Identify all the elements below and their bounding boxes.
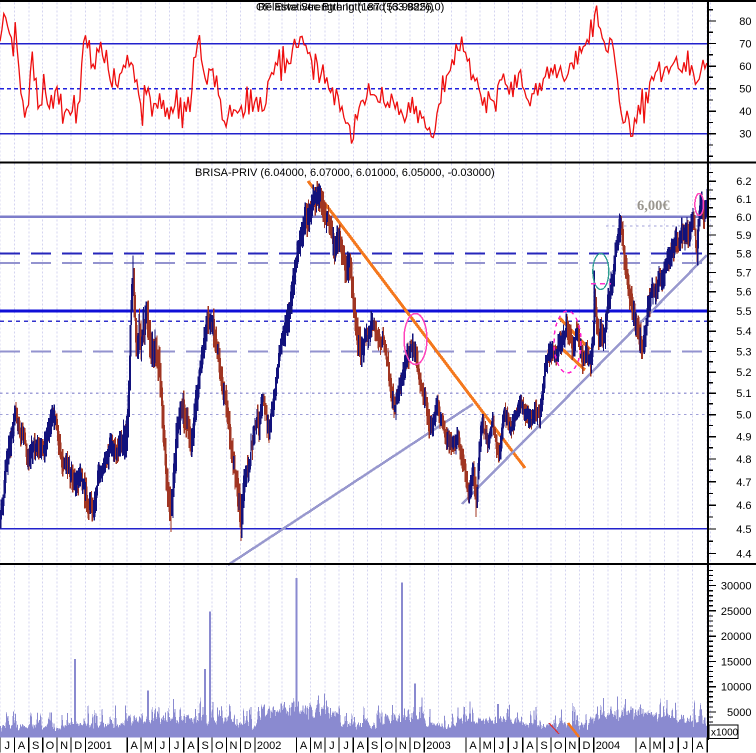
- svg-text:J: J: [4, 740, 10, 752]
- svg-text:60: 60: [739, 61, 751, 73]
- svg-text:30000: 30000: [721, 581, 752, 593]
- svg-text:30: 30: [739, 129, 751, 141]
- svg-text:5.2: 5.2: [736, 367, 751, 379]
- svg-text:5.6: 5.6: [736, 287, 751, 299]
- svg-text:5.4: 5.4: [736, 326, 751, 338]
- svg-text:4.6: 4.6: [736, 500, 751, 512]
- svg-text:S: S: [202, 740, 209, 752]
- svg-text:5.5: 5.5: [736, 306, 751, 318]
- svg-text:O: O: [46, 740, 55, 752]
- svg-text:6.0: 6.0: [736, 212, 751, 224]
- svg-text:O: O: [554, 740, 563, 752]
- svg-text:25000: 25000: [721, 606, 752, 618]
- svg-text:S: S: [32, 740, 39, 752]
- svg-text:J: J: [160, 740, 166, 752]
- svg-text:2003: 2003: [426, 740, 450, 752]
- svg-text:6.2: 6.2: [736, 176, 751, 188]
- svg-text:x1000: x1000: [711, 728, 739, 739]
- svg-text:2002: 2002: [257, 740, 281, 752]
- svg-text:O: O: [215, 740, 224, 752]
- svg-text:4.9: 4.9: [736, 432, 751, 444]
- svg-text:M: M: [653, 740, 662, 752]
- svg-text:15000: 15000: [721, 656, 752, 668]
- svg-text:A: A: [131, 740, 139, 752]
- svg-text:J: J: [174, 740, 180, 752]
- svg-text:A: A: [18, 740, 26, 752]
- svg-text:OF Estativec Btrength end (63.: OF Estativec Btrength end (63.9826,0): [256, 2, 444, 14]
- svg-text:M: M: [313, 740, 322, 752]
- svg-text:O: O: [385, 740, 394, 752]
- svg-text:20000: 20000: [721, 631, 752, 643]
- svg-text:2004: 2004: [596, 740, 620, 752]
- svg-text:80: 80: [739, 16, 751, 28]
- svg-text:M: M: [483, 740, 492, 752]
- svg-text:S: S: [540, 740, 547, 752]
- svg-text:10000: 10000: [721, 682, 752, 694]
- svg-text:N: N: [399, 740, 407, 752]
- svg-text:A: A: [639, 740, 647, 752]
- svg-text:6.1: 6.1: [736, 194, 751, 206]
- svg-text:4.8: 4.8: [736, 454, 751, 466]
- svg-text:4.5: 4.5: [736, 524, 751, 536]
- svg-text:5.9: 5.9: [736, 230, 751, 242]
- svg-text:5.0: 5.0: [736, 410, 751, 422]
- svg-text:A: A: [357, 740, 365, 752]
- svg-text:4.7: 4.7: [736, 477, 751, 489]
- svg-text:A: A: [469, 740, 477, 752]
- svg-text:S: S: [371, 740, 378, 752]
- svg-text:J: J: [513, 740, 519, 752]
- svg-text:A: A: [300, 740, 308, 752]
- svg-text:J: J: [343, 740, 349, 752]
- svg-text:5.3: 5.3: [736, 346, 751, 358]
- svg-text:A: A: [696, 740, 704, 752]
- svg-text:6,00€: 6,00€: [637, 198, 670, 214]
- svg-text:40: 40: [739, 106, 751, 118]
- svg-text:50: 50: [739, 84, 751, 96]
- svg-text:2001: 2001: [87, 740, 111, 752]
- svg-text:J: J: [669, 740, 675, 752]
- svg-text:J: J: [329, 740, 335, 752]
- svg-text:N: N: [568, 740, 576, 752]
- svg-text:N: N: [230, 740, 238, 752]
- svg-text:A: A: [187, 740, 195, 752]
- svg-text:70: 70: [739, 39, 751, 51]
- svg-text:D: D: [583, 740, 591, 752]
- svg-text:5.7: 5.7: [736, 267, 751, 279]
- svg-text:D: D: [413, 740, 421, 752]
- svg-text:5.8: 5.8: [736, 249, 751, 261]
- svg-text:J: J: [683, 740, 689, 752]
- svg-text:D: D: [244, 740, 252, 752]
- svg-text:N: N: [60, 740, 68, 752]
- svg-text:4.4: 4.4: [736, 548, 751, 560]
- svg-text:D: D: [74, 740, 82, 752]
- svg-text:5000: 5000: [727, 707, 751, 719]
- svg-text:5.1: 5.1: [736, 388, 751, 400]
- svg-text:Relative Strength In (187 (53.: Relative Strength In (187 (53.9825)): [258, 2, 434, 14]
- svg-text:BRISA-PRIV (6.04000, 6.07000,: BRISA-PRIV (6.04000, 6.07000, 6.01000, 6…: [195, 167, 495, 179]
- svg-text:M: M: [144, 740, 153, 752]
- svg-text:J: J: [499, 740, 505, 752]
- svg-text:A: A: [526, 740, 534, 752]
